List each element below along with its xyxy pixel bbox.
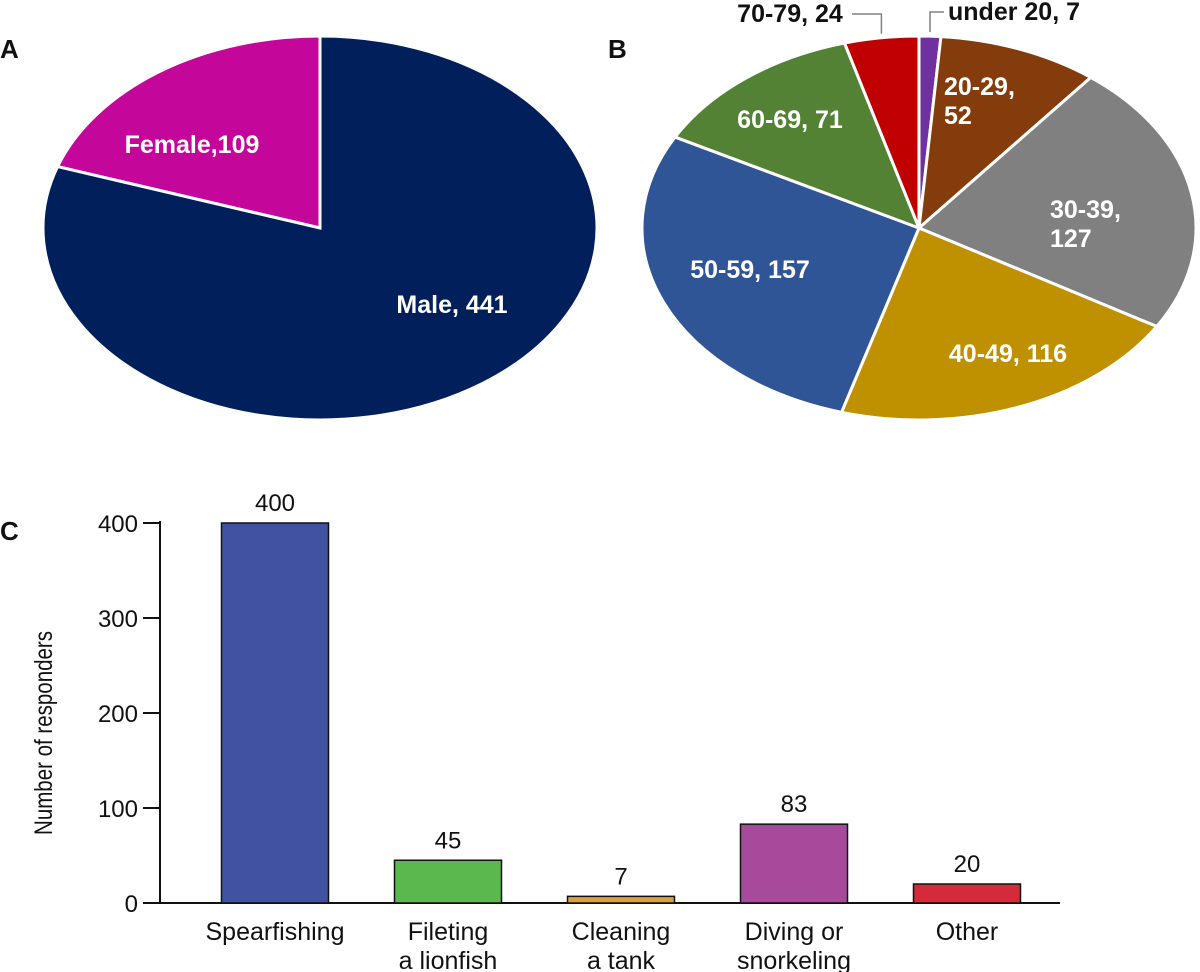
pie-label-male: Male, 441 [396,291,507,319]
leader-line-70-79 [852,13,883,34]
x-category-label: Cleaning a tank [572,918,671,972]
pie-slice-20-29 [917,35,1094,232]
pie-label-70-79-line: 70-79, 24 [737,0,843,28]
bar-spearfishing [220,522,330,904]
x-category-label-line: Fileting [408,918,489,946]
y-axis-title: Number of responders [29,631,57,835]
pie-label-40-49: 40-49, 116 [949,340,1067,368]
pie-slice-female [55,34,322,230]
pie-slice-60-69 [672,41,922,231]
bar-diving-or-snorkeling [739,823,849,904]
x-category-label-line: snorkeling [737,947,851,972]
pie-slice-50-59 [640,135,921,415]
panel-b-letter: B [608,34,627,64]
pie-label-60-69: 60-69, 71 [737,106,843,134]
pie-label-20-29: 20-29, 52 [944,73,1015,130]
x-category-label-line: Diving or [745,918,844,946]
bar-value-label: 400 [255,490,295,517]
x-category-label-line: Other [936,918,999,946]
x-category-label-line: a lionfish [399,947,498,972]
y-tick-label: 0 [125,891,138,918]
pie-label-female: Female,109 [125,131,260,159]
pie-label-female-line: Female,109 [125,131,260,159]
pie-slice-30-39 [916,75,1198,329]
pie-label-30-39-line: 127 [1050,225,1092,253]
x-category-label: Diving or snorkeling [737,918,851,972]
age-pie-chart: under 20, 7 20-29, 52 30-39, 127 40-49, 116 50… [640,0,1198,422]
pie-label-30-39: 30-39, 127 [1050,196,1121,253]
gender-pie-chart: Female,109 Male, 441 [41,34,599,422]
pie-label-20-29-line: 52 [944,102,972,130]
leader-line-under-20 [929,11,944,33]
pie-label-50-59-line: 50-59, 157 [690,256,810,284]
pie-label-male-line: Male, 441 [396,291,507,319]
panel-a-letter: A [0,34,19,64]
activity-bar-chart: 0 100 200 300 400 Number of responders 400 Spea… [29,490,1060,972]
pie-label-50-59: 50-59, 157 [690,256,810,284]
bar-cleaning-a-tank [566,895,676,904]
y-tick-label: 200 [98,701,138,728]
bar-other [912,883,1022,904]
pie-label-under-20-line: under 20, 7 [948,0,1080,26]
pie-label-40-49-line: 40-49, 116 [949,340,1067,368]
y-tick-label: 400 [98,511,138,538]
panel-c-letter: C [0,516,19,546]
x-category-label-line: Cleaning [572,918,671,946]
bar-fileting-a-lionfish [393,859,503,904]
y-tick-label: 100 [98,796,138,823]
x-category-label: Fileting a lionfish [399,918,498,972]
pie-label-70-79: 70-79, 24 [737,0,843,28]
bar-value-label: 20 [954,851,981,878]
bar-value-label: 83 [781,791,808,818]
pie-slice-40-49 [839,226,1160,422]
x-category-label: Spearfishing [206,918,345,946]
x-category-label-line: a tank [587,947,656,972]
pie-label-under-20: under 20, 7 [948,0,1080,26]
pie-label-30-39-line: 30-39, [1050,196,1121,224]
pie-label-20-29-line: 20-29, [944,73,1015,101]
bar-value-label: 7 [614,863,627,890]
y-tick-label: 300 [98,606,138,633]
pie-slice-male [41,34,599,422]
bar-value-label: 45 [435,827,462,854]
pie-label-60-69-line: 60-69, 71 [737,106,843,134]
x-category-label: Other [936,918,999,946]
x-category-label-line: Spearfishing [206,918,345,946]
pie-slice-70-79 [842,34,921,229]
